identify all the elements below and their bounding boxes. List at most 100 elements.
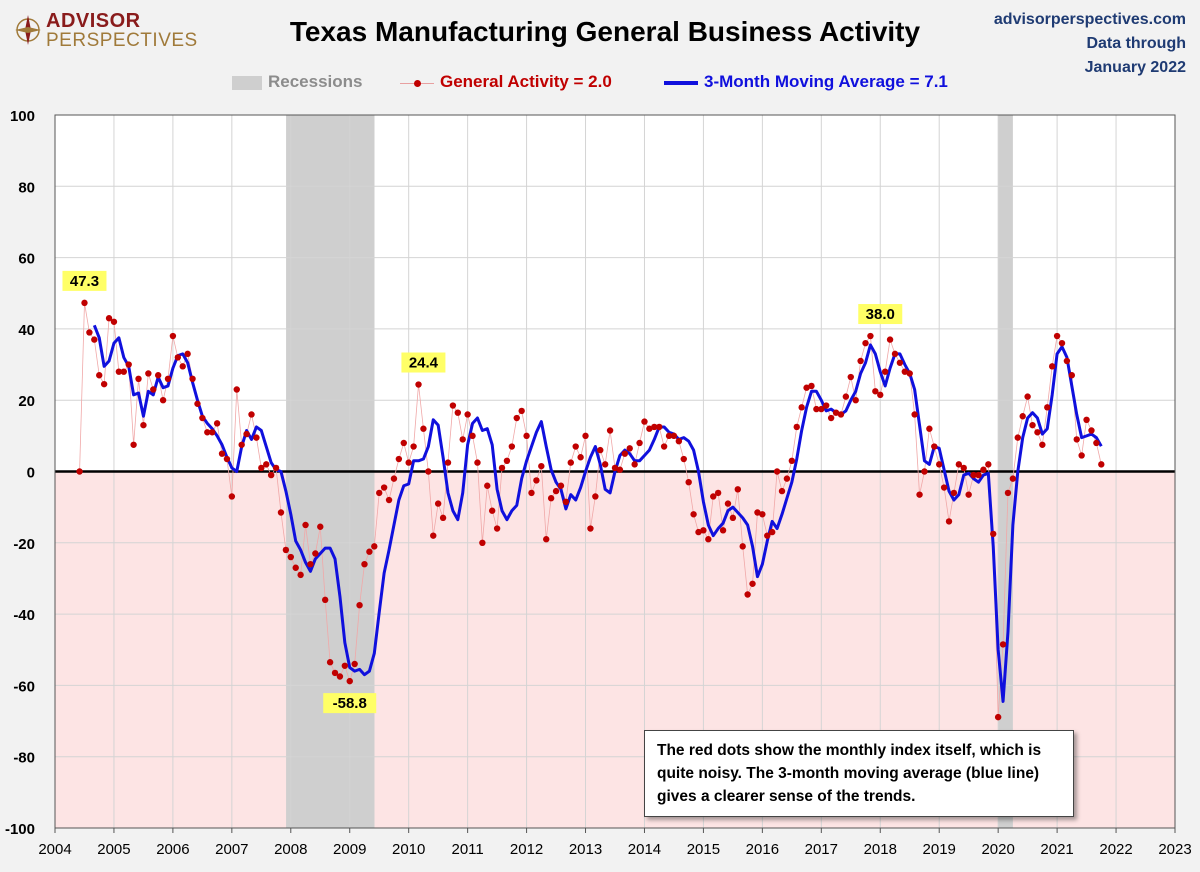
y-tick-label: -40 <box>13 607 35 624</box>
activity-dot <box>955 461 963 468</box>
activity-dot <box>940 484 948 491</box>
callout-label: 47.3 <box>70 273 99 290</box>
activity-dot <box>110 318 118 325</box>
activity-dot <box>1029 421 1036 429</box>
activity-dot <box>842 393 850 400</box>
activity-dot <box>400 439 407 447</box>
activity-dot <box>498 464 506 472</box>
activity-dot <box>877 391 884 399</box>
annotation-note: The red dots show the monthly index itse… <box>644 730 1074 817</box>
activity-dot <box>488 507 496 514</box>
legend-activity-dot <box>414 80 421 87</box>
activity-dot <box>81 299 88 307</box>
activity-dot <box>395 455 403 463</box>
activity-dot <box>931 443 938 450</box>
activity-dot <box>577 454 584 461</box>
legend-recession-swatch <box>232 76 262 90</box>
activity-dot <box>798 404 805 411</box>
activity-dot <box>100 380 108 388</box>
activity-dot <box>346 677 353 685</box>
positive-region <box>55 115 1175 472</box>
x-tick-label: 2004 <box>38 841 71 858</box>
activity-dot <box>1083 416 1090 424</box>
activity-dot <box>611 464 619 472</box>
activity-dot <box>1068 372 1076 379</box>
activity-dot <box>975 471 982 479</box>
activity-dot <box>827 414 835 422</box>
activity-dot <box>474 459 481 466</box>
activity-dot <box>719 527 727 534</box>
x-tick-label: 2008 <box>274 841 307 858</box>
activity-dot <box>808 382 815 390</box>
activity-dot <box>140 421 147 429</box>
callout-label: 38.0 <box>866 306 895 323</box>
activity-dot <box>960 464 967 472</box>
x-tick-label: 2006 <box>156 841 189 858</box>
activity-dot <box>857 357 864 365</box>
activity-dot <box>700 527 707 534</box>
activity-dot <box>366 548 373 555</box>
activity-dot <box>282 546 290 554</box>
activity-dot <box>287 553 295 561</box>
activity-dot <box>606 427 614 434</box>
activity-dot <box>636 439 643 447</box>
x-tick-label: 2011 <box>451 841 483 858</box>
activity-dot <box>145 370 152 377</box>
activity-dot <box>430 532 437 539</box>
activity-dot <box>729 514 737 522</box>
activity-dot <box>543 536 550 543</box>
legend: Recessions General Activity = 2.0 3-Mont… <box>228 72 988 96</box>
activity-dot <box>768 528 776 536</box>
activity-dot <box>764 532 771 539</box>
activity-dot <box>209 429 216 436</box>
activity-dot <box>233 386 240 393</box>
activity-dot <box>228 493 236 500</box>
x-tick-label: 2017 <box>805 841 838 858</box>
activity-dot <box>518 407 525 415</box>
activity-dot <box>744 591 751 598</box>
activity-dot <box>267 471 275 479</box>
activity-dot <box>891 350 899 358</box>
x-tick-label: 2013 <box>569 841 602 858</box>
activity-dot <box>312 550 319 557</box>
activity-dot <box>484 482 491 489</box>
activity-dot <box>528 489 535 497</box>
activity-dot <box>135 375 142 383</box>
activity-dot <box>1078 452 1085 459</box>
activity-dot <box>1034 429 1041 436</box>
callout-label: 24.4 <box>409 355 439 372</box>
activity-dot <box>425 468 432 475</box>
activity-dot <box>906 370 913 377</box>
activity-dot <box>818 405 825 413</box>
activity-dot <box>921 468 928 475</box>
activity-dot <box>356 601 363 609</box>
activity-dot <box>302 521 309 529</box>
activity-dot <box>552 487 560 495</box>
activity-dot <box>454 409 462 416</box>
activity-dot <box>916 491 923 498</box>
activity-dot <box>980 466 987 473</box>
activity-dot <box>749 580 756 587</box>
x-tick-label: 2005 <box>97 841 130 858</box>
activity-dot <box>258 464 265 472</box>
activity-dot <box>336 673 344 680</box>
plot-frame <box>54 114 1176 829</box>
activity-dot <box>832 409 840 416</box>
activity-dot <box>1024 393 1031 400</box>
activity-dot <box>277 509 285 516</box>
activity-dot <box>935 461 943 468</box>
x-tick-label: 2018 <box>864 841 897 858</box>
activity-dot <box>385 496 393 504</box>
activity-dot <box>1039 441 1046 448</box>
activity-dot <box>538 462 545 470</box>
activity-dot <box>557 482 565 489</box>
activity-dot <box>248 411 255 418</box>
activity-dot <box>469 432 476 440</box>
activity-dot <box>297 571 304 579</box>
legend-activity-label: General Activity = 2.0 <box>440 72 612 91</box>
activity-dot <box>562 498 570 506</box>
activity-dot <box>130 441 137 448</box>
legend-recessions-label: Recessions <box>268 72 363 91</box>
activity-dot <box>601 461 609 468</box>
activity-dot <box>434 500 442 507</box>
